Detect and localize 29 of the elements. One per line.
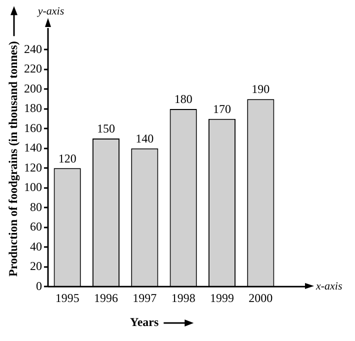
x-tick-label: 2000	[248, 290, 273, 305]
x-tick-label: 1999	[210, 290, 234, 305]
y-tick-label: 120	[24, 160, 42, 174]
data-label: 120	[58, 151, 76, 166]
y-axis-title: Production of foodgrains (in thousand tonnes)	[6, 41, 20, 277]
y-tick-label: 60	[30, 220, 42, 234]
y-tick-label: 200	[24, 81, 42, 96]
text: x-axis	[315, 280, 342, 292]
y-tick-label: 40	[30, 239, 42, 254]
x-axis-title: Years	[130, 315, 159, 330]
y-tick-label: 240	[24, 42, 42, 56]
x-tick-label: 1996	[94, 290, 118, 305]
y-tick-label: 160	[24, 120, 42, 135]
y-tick-label: 220	[24, 62, 42, 76]
y-tick-label: 140	[24, 140, 42, 155]
x-tick-label: 1998	[171, 290, 196, 305]
y-tick-label: 180	[24, 101, 42, 116]
y-tick-label: 80	[30, 200, 42, 214]
x-tick-label: 1997	[132, 290, 157, 305]
data-label: 140	[136, 132, 154, 146]
x-tick-label: 1995	[55, 290, 80, 305]
data-label: 150	[97, 122, 115, 136]
data-label: 190	[252, 82, 270, 96]
text: y-axis	[36, 5, 64, 18]
y-tick-label: 20	[30, 259, 42, 274]
y-tick-label: 0	[36, 278, 42, 293]
data-label: 180	[174, 92, 192, 106]
y-tick-label: 100	[24, 180, 42, 194]
data-label: 170	[213, 102, 231, 116]
